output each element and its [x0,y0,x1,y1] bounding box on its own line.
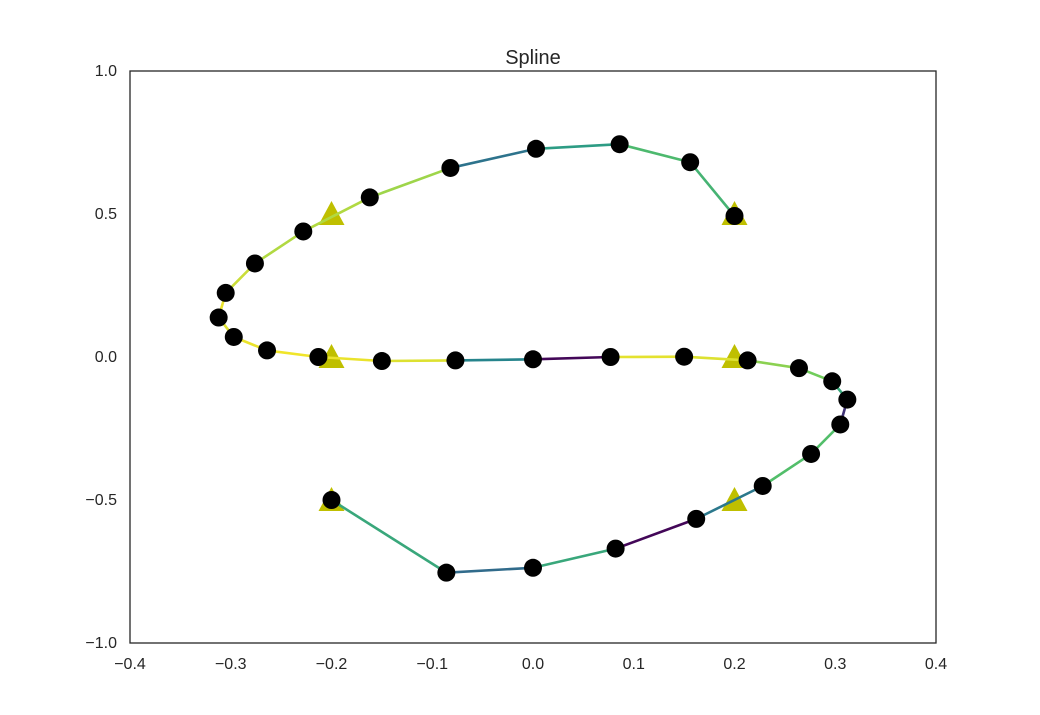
spline-sample-point [725,207,744,226]
spline-sample-point [838,390,857,409]
spline-segment [688,160,736,218]
spline-sample-point [802,444,821,463]
spline-segment [531,355,612,361]
spline-sample-point [360,188,379,207]
y-tick-label: −0.5 [85,492,117,509]
x-tick-label: −0.1 [416,656,448,673]
spline-sample-point [322,491,341,509]
spline-sample-point [831,415,850,434]
spline-segment [445,566,535,574]
x-tick-label: 0.2 [723,656,745,673]
spline-segment [614,517,698,550]
spline-segment [449,147,538,170]
y-tick-label: −1.0 [85,635,117,652]
spline-sample-point [789,359,808,378]
x-tick-label: 0.0 [522,656,544,673]
x-tick-label: 0.3 [824,656,846,673]
spline-sample-point [258,341,277,360]
plot-area [209,135,857,582]
x-tick-label: 0.4 [925,656,947,673]
spline-sample-point [224,327,243,346]
spline-segment [301,196,372,233]
spline-segment [380,359,457,363]
spline-sample-point [823,372,842,391]
spline-segment [454,357,535,362]
spline-segment [682,355,749,362]
spline-sample-point [372,352,391,371]
spline-sample-point [245,254,264,273]
spline-sample-point [610,135,629,154]
y-tick-label: 0.0 [95,349,117,366]
spline-sample-point [524,350,542,369]
spline-sample-point [309,348,328,366]
y-tick-label: 0.5 [95,206,117,223]
spline-segment [531,547,617,570]
spline-sample-point [441,158,460,177]
spline-segment [694,484,765,521]
spline-sample-point [209,308,228,327]
spline-sample-point [437,563,456,582]
spline-segment [330,498,448,574]
spline-sample-point [753,476,772,495]
x-tick-label: −0.2 [316,656,348,673]
spline-sample-point [675,347,694,366]
spline-sample-point [446,351,465,370]
spline-segment [618,142,692,164]
chart-title: Spline [505,47,561,69]
spline-segment [317,355,384,363]
spline-segment [253,230,305,265]
spline-sample-point [738,351,757,370]
spline-segment [761,452,813,488]
spline-sample-point [294,222,313,241]
x-tick-label: −0.4 [114,656,146,673]
spline-sample-point [216,283,235,302]
axes: −0.4 −0.3 −0.2 −0.1 0.0 0.1 0.2 0.3 0.4 −1.0 −0.5 0… [85,63,947,673]
spline-sample-point [687,509,706,528]
spline-sample-point [601,348,620,366]
y-tick-label: 1.0 [95,63,117,80]
x-tick-label: 0.1 [623,656,645,673]
spline-sample-point [606,539,625,558]
x-tick-label: −0.3 [215,656,247,673]
spline-sample-point [681,153,700,172]
spline-sample-point [524,558,542,577]
spline-segment [368,166,452,199]
spline-segment [534,142,621,151]
plot-frame [129,70,937,644]
spline-sample-point [527,139,546,158]
